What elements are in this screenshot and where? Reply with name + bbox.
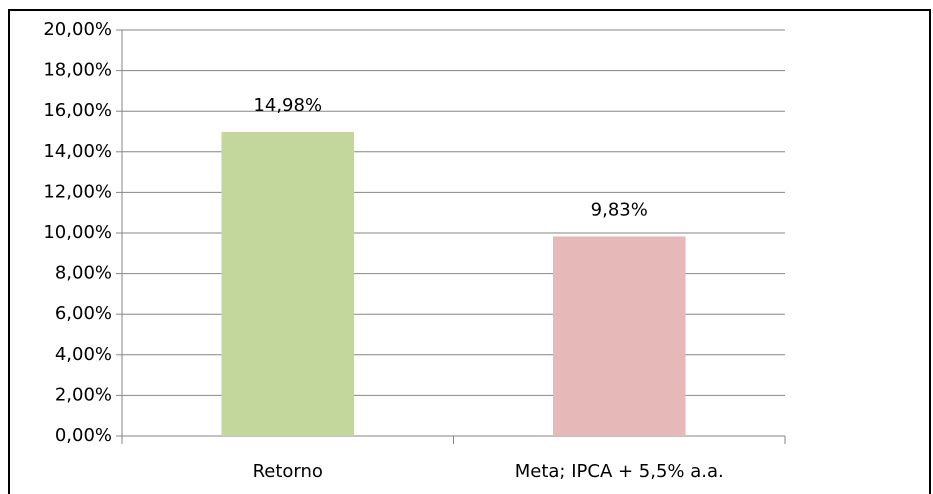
y-tick-label: 16,00% [43,100,112,121]
y-tick-label: 8,00% [55,263,112,284]
chart-frame [8,9,931,494]
x-tick-label: Retorno [253,461,323,482]
y-tick-label: 4,00% [55,344,112,365]
value-label: 14,98% [253,95,322,116]
y-tick-label: 6,00% [55,303,112,324]
y-tick-label: 0,00% [55,425,112,446]
y-tick-label: 2,00% [55,384,112,405]
y-tick-label: 18,00% [43,60,112,81]
bar [552,236,686,436]
y-tick-label: 10,00% [43,222,112,243]
bar [221,131,355,436]
y-tick-label: 20,00% [43,19,112,40]
y-tick-label: 12,00% [43,181,112,202]
value-label: 9,83% [591,199,648,220]
y-tick-label: 14,00% [43,141,112,162]
x-tick-label: Meta; IPCA + 5,5% a.a. [515,461,724,482]
